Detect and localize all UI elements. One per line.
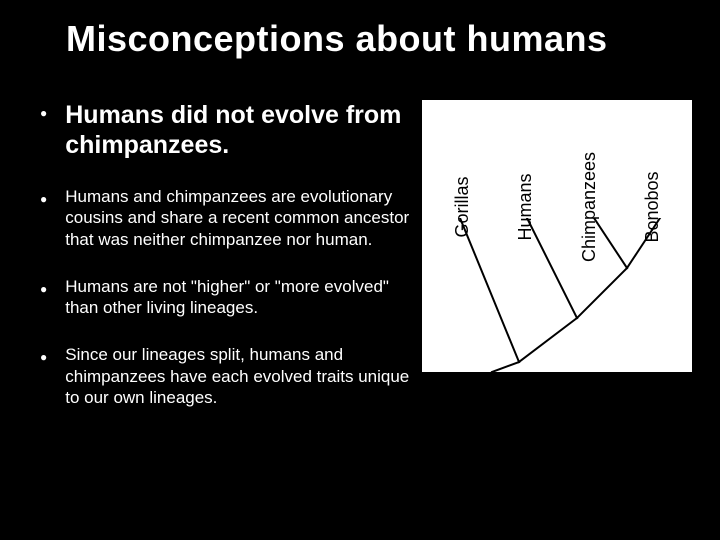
taxon-label: Bonobos: [597, 197, 707, 217]
bullet-text: Humans are not "higher" or "more evolved…: [65, 276, 410, 319]
bullet-list: ● Humans did not evolve from chimpanzees…: [40, 100, 410, 434]
slide: Misconceptions about humans ● Humans did…: [0, 0, 720, 540]
phylogeny-diagram: Gorillas Humans Chimpanzees Bonobos: [422, 100, 692, 372]
bullet-item: ● Humans and chimpanzees are evolutionar…: [40, 186, 410, 250]
bullet-marker-icon: ●: [40, 192, 47, 206]
bullet-marker-icon: ●: [40, 282, 47, 296]
bullet-text: Since our lineages split, humans and chi…: [65, 344, 410, 408]
slide-title: Misconceptions about humans: [0, 0, 720, 60]
bullet-marker-icon: ●: [40, 106, 47, 120]
bullet-item: ● Humans did not evolve from chimpanzees…: [40, 100, 410, 160]
bullet-text: Humans did not evolve from chimpanzees.: [65, 100, 410, 160]
bullet-item: ● Humans are not "higher" or "more evolv…: [40, 276, 410, 319]
bullet-marker-icon: ●: [40, 350, 47, 364]
phylogeny-tree-icon: [422, 218, 692, 372]
bullet-item: ● Since our lineages split, humans and c…: [40, 344, 410, 408]
content-row: ● Humans did not evolve from chimpanzees…: [0, 60, 720, 434]
bullet-text: Humans and chimpanzees are evolutionary …: [65, 186, 410, 250]
taxa-labels: Gorillas Humans Chimpanzees Bonobos: [422, 108, 692, 218]
